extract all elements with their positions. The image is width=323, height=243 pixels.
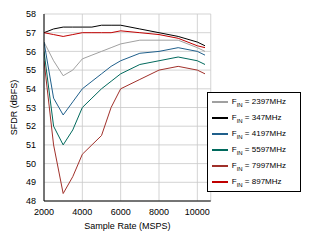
svg-text:Sample Rate (MSPS): Sample Rate (MSPS) [84,221,170,231]
html-text:FIN= 4197MHz: FIN= 4197MHz [231,129,286,140]
svg-text:55: 55 [26,65,36,75]
html-text:FIN= 7997MHz: FIN= 7997MHz [231,161,286,172]
html-text:FIN= 5597MHz: FIN= 5597MHz [231,145,286,156]
svg-text:6000: 6000 [111,207,131,217]
svg-text:50: 50 [26,159,36,169]
svg-text:8000: 8000 [149,207,169,217]
svg-text:SFDR (dBFS): SFDR (dBFS) [9,80,19,136]
svg-text:2000: 2000 [34,207,54,217]
svg-text:54: 54 [26,84,36,94]
svg-text:49: 49 [26,177,36,187]
svg-text:56: 56 [26,47,36,57]
html-text:FIN= 2397MHz: FIN= 2397MHz [231,97,286,108]
svg-text:52: 52 [26,121,36,131]
svg-text:51: 51 [26,140,36,150]
svg-text:58: 58 [26,9,36,19]
svg-text:57: 57 [26,28,36,38]
svg-text:10000: 10000 [185,207,210,217]
svg-text:48: 48 [26,196,36,206]
html-text:FIN= 897MHz: FIN= 897MHz [231,177,282,188]
html-text:FIN= 347MHz: FIN= 347MHz [231,113,282,124]
svg-text:4000: 4000 [72,207,92,217]
svg-text:53: 53 [26,103,36,113]
